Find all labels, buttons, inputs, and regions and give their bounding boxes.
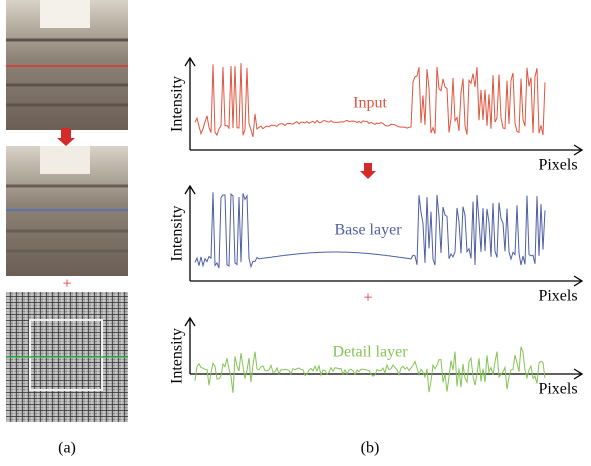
image-base xyxy=(6,146,128,276)
axis xyxy=(184,56,584,156)
x-axis-label: Pixels xyxy=(538,157,577,174)
y-axis-label: Intensity xyxy=(169,76,186,132)
caption: (b) xyxy=(361,440,380,457)
x-axis-label: Pixels xyxy=(538,381,577,398)
y-axis-label: Intensity xyxy=(169,328,186,384)
arrow xyxy=(57,128,75,146)
y-axis-label: Intensity xyxy=(169,206,186,262)
axis xyxy=(184,184,584,287)
signal-label: Detail layer xyxy=(332,344,408,361)
signal xyxy=(194,346,546,393)
arrow xyxy=(360,163,376,179)
caption: (a) xyxy=(58,440,76,457)
plus: + xyxy=(363,290,372,307)
plus: + xyxy=(62,276,71,293)
signal-label: Base layer xyxy=(334,222,402,239)
x-axis-label: Pixels xyxy=(538,288,577,305)
image-detail xyxy=(6,292,128,422)
signal xyxy=(194,192,546,269)
signal-label: Input xyxy=(353,95,387,112)
signal xyxy=(194,63,546,138)
axis xyxy=(184,316,584,380)
image-input xyxy=(6,0,128,130)
